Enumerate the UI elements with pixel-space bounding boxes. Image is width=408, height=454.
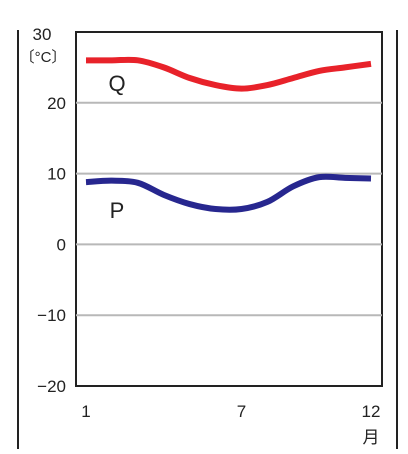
series-label-q: Q (108, 71, 125, 96)
x-unit-label: 月 (363, 428, 380, 447)
y-tick-label: 0 (57, 235, 66, 254)
x-tick-label: 1 (81, 402, 90, 421)
plot-area (75, 31, 383, 387)
x-tick-label: 12 (362, 402, 381, 421)
y-tick-label: 20 (47, 94, 66, 113)
y-tick-label: −10 (37, 306, 66, 325)
y-top-label: 30 (33, 25, 52, 44)
y-tick-label: −20 (37, 377, 66, 396)
y-tick-labels: 20 10 0 −10 −20 (37, 94, 66, 396)
series-line-q (85, 56, 372, 92)
y-unit-label: 〔°C〕 (20, 49, 67, 66)
series-line-p (85, 173, 372, 213)
x-tick-label: 7 (237, 402, 246, 421)
y-tick-label: 10 (47, 165, 66, 184)
series-lines (85, 56, 372, 213)
grid-lines (76, 101, 382, 317)
series-label-p: P (110, 198, 125, 223)
x-tick-labels: 1 7 12 (81, 402, 380, 421)
